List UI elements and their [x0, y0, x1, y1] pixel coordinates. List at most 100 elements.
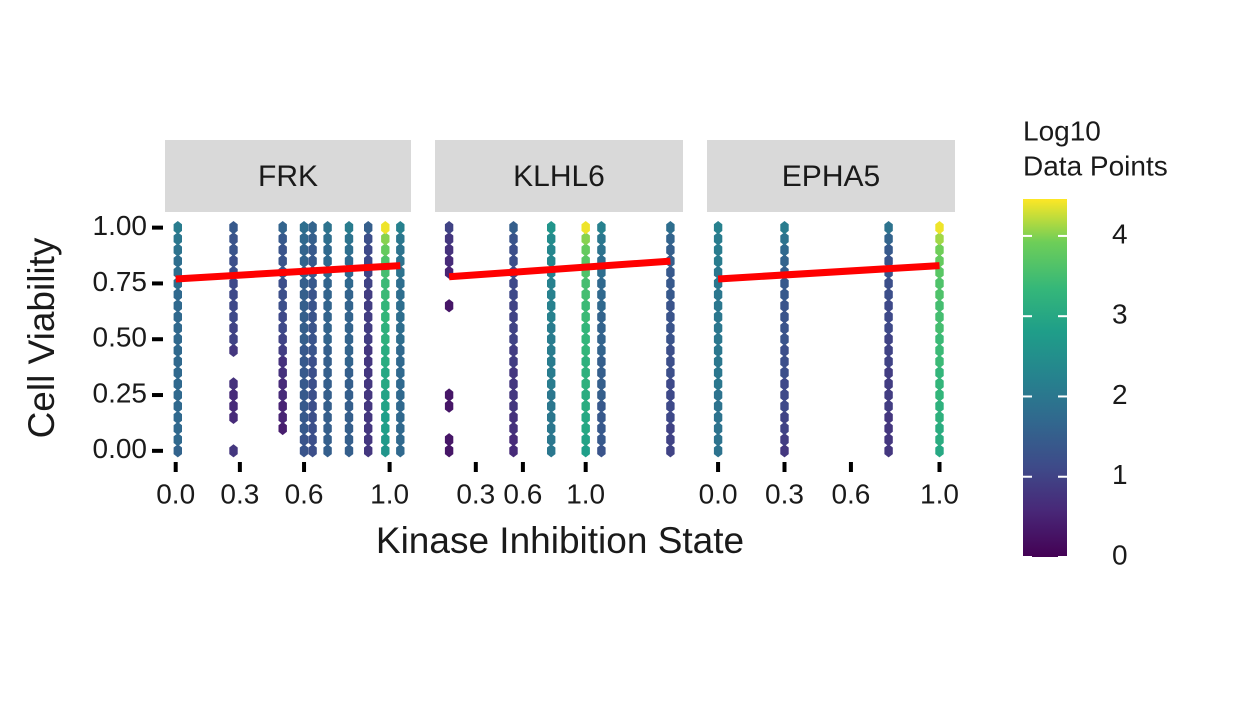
hex-bin — [547, 388, 556, 402]
hex-bin — [780, 366, 789, 380]
hex-bin — [173, 399, 182, 413]
hex-bin — [509, 444, 518, 458]
hex-bin — [381, 232, 390, 246]
hex-bin — [884, 232, 893, 246]
hex-bin — [299, 388, 309, 402]
hex-bin — [666, 366, 675, 380]
hex-bin — [299, 399, 309, 413]
hex-bin — [713, 366, 723, 380]
hex-bin — [308, 221, 317, 235]
hex-bin — [344, 377, 354, 391]
hex-bin — [323, 366, 332, 380]
hex-bin — [173, 388, 182, 402]
hex-bin — [299, 254, 309, 268]
hex-bin — [323, 299, 332, 313]
hex-bin — [323, 377, 332, 391]
hex-bin — [308, 399, 317, 413]
hex-bin — [278, 276, 287, 290]
hex-bin — [344, 343, 354, 357]
hex-bin — [323, 410, 332, 424]
hex-bin — [278, 321, 287, 335]
hex-bin — [299, 243, 309, 257]
hex-bin — [396, 243, 405, 257]
hex-bin — [381, 288, 390, 302]
hex-bin — [597, 221, 606, 235]
hex-bin — [444, 232, 454, 246]
x-tick-label: 0.0 — [156, 478, 195, 509]
trend-line — [717, 262, 940, 283]
strip — [707, 140, 955, 212]
colorbar-label: 4 — [1112, 218, 1128, 249]
hex-bin — [381, 299, 390, 313]
hex-bin — [509, 288, 518, 302]
hex-bin — [308, 288, 317, 302]
hex-bin — [381, 377, 390, 391]
hex-bin — [935, 343, 944, 357]
hex-bin — [935, 444, 944, 458]
hex-bin — [935, 410, 944, 424]
strip-label: KLHL6 — [513, 160, 605, 193]
trend-line — [175, 262, 401, 283]
hex-bin — [509, 332, 518, 346]
hex-bin — [581, 288, 590, 302]
hex-bin — [713, 299, 723, 313]
hex-bin — [884, 321, 893, 335]
hex-bin — [308, 310, 317, 324]
hex-bin — [344, 366, 354, 380]
hex-bin — [547, 299, 556, 313]
y-tick-label: 0.75 — [93, 266, 148, 297]
hex-bin — [299, 444, 309, 458]
hex-bin — [278, 366, 287, 380]
hex-bin — [344, 276, 354, 290]
hex-bin — [173, 377, 182, 391]
hex-bin — [344, 310, 354, 324]
hex-bin — [173, 288, 182, 302]
hex-bin — [780, 332, 789, 346]
hex-bin — [780, 254, 789, 268]
hex-bin — [509, 299, 518, 313]
hex-bin — [278, 421, 287, 436]
hex-bin — [444, 299, 454, 313]
hex-bin — [597, 288, 606, 302]
hex-bin — [713, 433, 723, 447]
hex-bin — [323, 243, 332, 257]
hex-bin — [299, 343, 309, 357]
hex-bin — [344, 288, 354, 302]
hex-bin — [509, 232, 518, 246]
hex-bin — [299, 288, 309, 302]
hex-bin — [308, 254, 317, 268]
legend-title: Data Points — [1023, 150, 1168, 181]
hex-bin — [323, 221, 332, 235]
hex-bin — [308, 444, 317, 458]
hex-bin — [299, 321, 309, 335]
hex-bin — [173, 310, 182, 324]
hex-bin — [173, 421, 182, 436]
hex-bin — [364, 321, 373, 335]
hex-bin — [229, 254, 238, 268]
hex-bin — [344, 399, 354, 413]
hex-bin — [884, 221, 893, 235]
hex-bin — [581, 321, 590, 335]
hex-bin — [278, 388, 287, 402]
trend-line — [448, 257, 671, 281]
hex-bin — [396, 366, 405, 380]
hex-bin — [666, 310, 675, 324]
hex-bin — [713, 243, 723, 257]
hex-bin — [597, 321, 606, 335]
hex-bin — [396, 343, 405, 357]
hex-bin — [666, 343, 675, 357]
colorbar — [1023, 199, 1067, 557]
colorbar-label: 2 — [1112, 379, 1128, 410]
hex-bin — [547, 410, 556, 424]
hex-bin — [780, 288, 789, 302]
hex-bin — [308, 377, 317, 391]
hex-bin — [344, 321, 354, 335]
hex-bin — [396, 276, 405, 290]
hex-bin — [713, 221, 723, 235]
hex-bin — [666, 265, 675, 279]
hex-bin — [581, 388, 590, 402]
x-tick-label: 0.0 — [699, 478, 738, 509]
hex-bin — [581, 421, 590, 436]
hex-bin — [780, 355, 789, 369]
hex-bin — [278, 332, 287, 346]
